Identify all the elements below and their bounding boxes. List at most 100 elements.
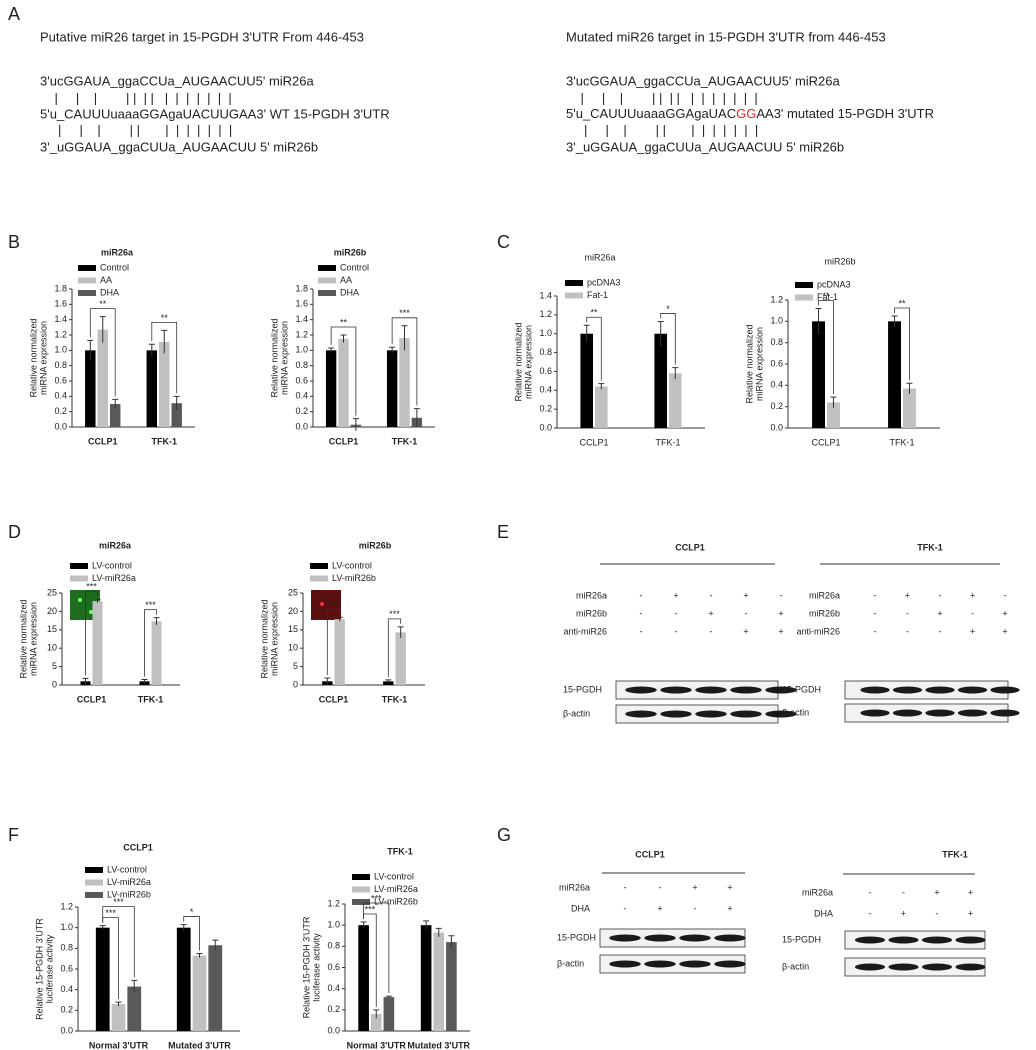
legend-label: LV-miR26b [374,896,418,906]
blot-band [695,686,727,694]
treatment-sign: - [939,590,942,600]
error-bar [180,924,187,931]
y-tick-label: 1.8 [295,283,308,293]
y-axis-label: Relative normalized [269,318,279,397]
treatment-sign: - [710,626,713,636]
legend-swatch [565,280,583,286]
error-bar [87,339,94,361]
legend-swatch [85,879,103,886]
error-bar [94,598,101,603]
treatment-sign: + [727,903,732,913]
bar [192,955,207,1031]
legend-label: LV-miR26b [332,573,376,583]
significance-bracket [151,322,178,394]
error-bar [413,408,420,427]
legend-swatch [78,277,96,284]
y-tick-label: 0.0 [54,421,67,431]
panel-label: E [497,522,509,542]
x-tick-label: CCLP1 [811,437,840,447]
y-axis-label: miRNA expression [523,325,533,399]
significance-label: *** [365,904,376,914]
blot-band [679,960,711,968]
blot-band [957,709,988,717]
bar [903,388,916,428]
y-axis-label: Relative normalized [259,599,269,678]
treatment-sign: + [934,887,939,897]
bar [85,350,96,427]
y-tick-label: 0.8 [60,943,73,953]
y-tick-label: 0.4 [295,391,308,401]
legend-swatch [85,867,103,873]
sequence-part: 5'u_CAUUUuaaaGGAgaUAC [566,106,736,121]
y-axis-label: miRNA expression [754,327,764,401]
y-axis-label: luciferase activity [44,934,54,1003]
y-tick-label: 1.2 [327,898,340,908]
significance-bracket [660,313,676,365]
y-tick-label: 1.2 [295,329,308,339]
bar [146,350,158,427]
treatment-sign: + [743,590,748,600]
blot-band [695,710,727,718]
blot-band [955,936,986,944]
x-tick-label: CCLP1 [329,436,359,446]
treatment-sign: - [874,608,877,618]
significance-bracket [85,590,98,676]
blot-band [990,686,1020,694]
legend-swatch [85,892,103,898]
bar [399,338,410,427]
y-tick-label: 0.4 [770,380,783,390]
blot-band [888,963,919,971]
blot-band [860,686,890,694]
y-tick-label: 0.2 [539,404,552,414]
y-axis-label: Relative 15-PGDH 3'UTR [301,916,311,1018]
bar [358,925,369,1031]
significance-bracket [89,308,116,397]
y-tick-label: 0.0 [539,422,552,432]
legend-label: LV-control [107,864,147,874]
chart-title: miR26b [359,540,392,550]
treatment-sign: - [640,590,643,600]
treatment-label: DHA [571,903,590,913]
significance-label: ** [161,313,169,323]
chart-title: miR26a [584,252,615,262]
y-tick-label: 1.2 [539,309,552,319]
y-tick-label: 1.2 [60,901,73,911]
y-axis-label: miRNA expression [28,602,38,676]
significance-label: *** [371,893,382,903]
y-axis-label: Relative normalized [28,318,38,397]
y-tick-label: 1.4 [54,314,67,324]
error-bar [448,935,455,949]
x-tick-label: CCLP1 [88,436,118,446]
significance-label: ** [822,291,830,301]
treatment-label: DHA [814,908,833,918]
band-label: 15-PGDH [557,932,596,942]
x-tick-label: CCLP1 [579,437,608,447]
significance-bracket [326,608,341,676]
bar [654,333,667,428]
legend-label: pcDNA3 [587,277,621,287]
y-tick-label: 0 [52,679,57,689]
bar [338,338,349,427]
blot-title: CCLP1 [675,542,705,552]
pairing-marks: | | | | | | | | | | | | [40,122,232,137]
legend-label: LV-control [332,560,372,570]
treatment-sign: - [874,590,877,600]
y-tick-label: 0.0 [327,1025,340,1035]
y-tick-label: 0.8 [295,360,308,370]
legend-label: LV-miR26a [374,884,418,894]
blot-band [644,960,676,968]
treatment-sign: + [743,626,748,636]
bar [386,350,398,427]
error-bar [435,927,442,937]
treatment-sign: - [694,903,697,913]
blot-band [679,934,711,942]
blot-band [714,934,746,942]
x-tick-label: TFK-1 [655,437,680,447]
significance-bracket [183,916,200,951]
treatment-label: miR26a [802,887,833,897]
error-bar [657,320,664,346]
y-tick-label: 0.2 [60,1005,73,1015]
significance-bracket [391,317,418,406]
bar [171,403,182,427]
blot-title: TFK-1 [942,849,968,859]
